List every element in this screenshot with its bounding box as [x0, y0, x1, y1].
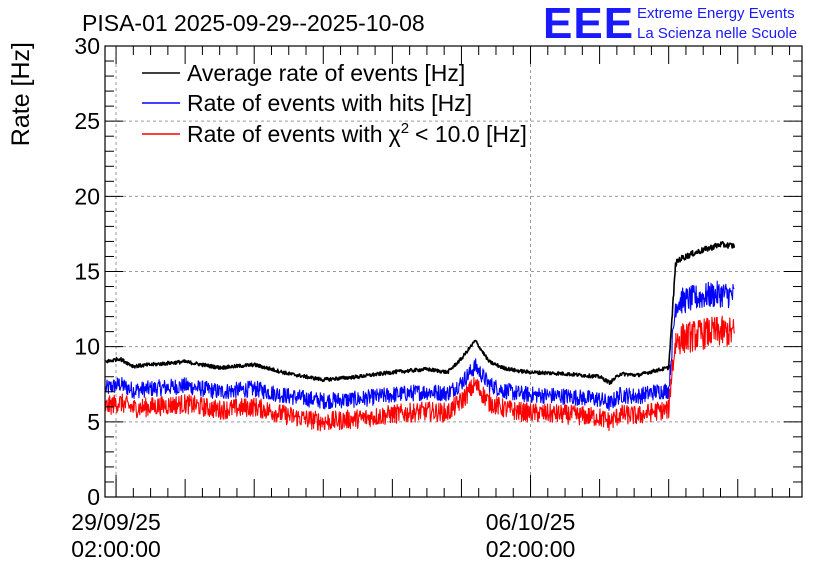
axis-ticks: [105, 45, 802, 498]
legend-chi2-symbol: χ: [389, 121, 401, 147]
eee-logo-line2: La Scienza nelle Scuole: [637, 25, 798, 42]
x-tick-label-date: 29/09/25: [71, 509, 161, 535]
series-line-1: [105, 280, 735, 411]
legend-label-average: Average rate of events [Hz]: [187, 60, 465, 86]
eee-logo-text: Extreme Energy Events La Scienza nelle S…: [637, 4, 797, 44]
eee-logo-line1: Extreme Energy Events: [637, 5, 795, 22]
x-tick-label-time: 02:00:00: [71, 536, 161, 562]
legend-label-hits: Rate of events with hits [Hz]: [187, 90, 472, 116]
eee-logo-mark: EEE: [543, 0, 635, 48]
chart-title: PISA-01 2025-09-29--2025-10-08: [82, 10, 425, 36]
y-tick-label: 0: [87, 484, 100, 510]
series-line-2: [105, 315, 735, 432]
x-tick-label-time: 02:00:00: [486, 536, 576, 562]
series-line-0: [105, 241, 736, 385]
grid-lines: [105, 46, 802, 497]
y-tick-label: 5: [87, 409, 100, 435]
y-axis-label: Rate [Hz]: [7, 42, 35, 146]
y-tick-label: 25: [74, 108, 100, 134]
legend: Average rate of events [Hz] Rate of even…: [142, 60, 527, 147]
y-tick-label: 30: [74, 33, 100, 59]
y-tick-label: 20: [74, 183, 100, 209]
axis-tick-labels: 05101520253029/09/2502:00:0006/10/2502:0…: [71, 33, 575, 562]
legend-label-chi2: Rate of events with χ2 < 10.0 [Hz]: [187, 120, 527, 147]
legend-chi2-text: Rate of events with: [187, 121, 383, 147]
series-layer: [105, 241, 736, 432]
legend-chi2-sup: 2: [401, 120, 409, 137]
legend-chi2-rest: < 10.0 [Hz]: [415, 121, 527, 147]
x-tick-label-date: 06/10/25: [486, 509, 576, 535]
y-tick-label: 10: [74, 334, 100, 360]
y-tick-label: 15: [74, 259, 100, 285]
